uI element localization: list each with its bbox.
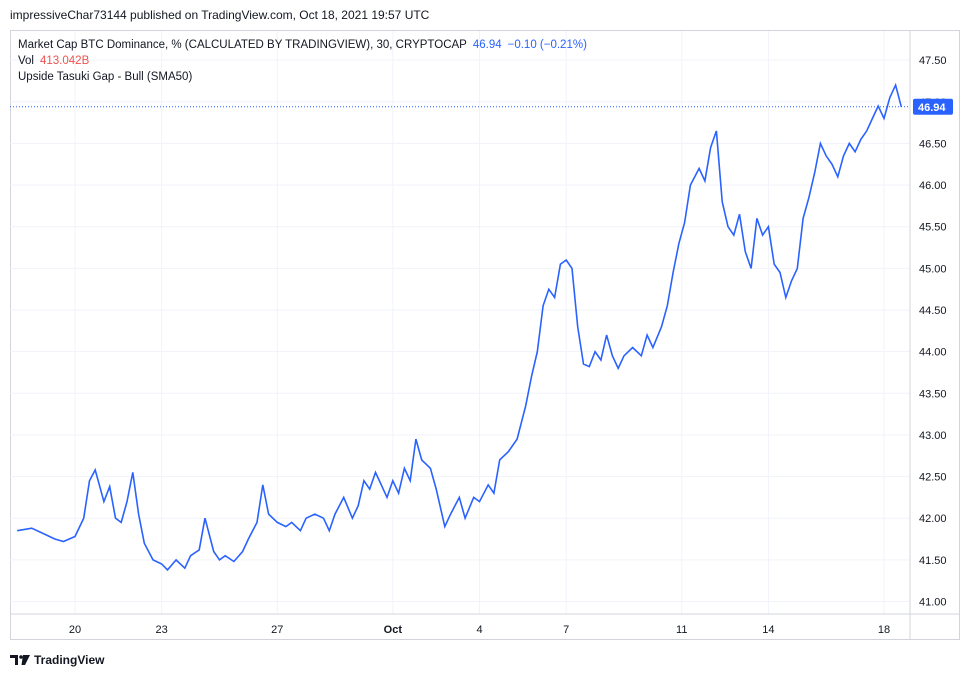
legend-indicator-row[interactable]: Upside Tasuki Gap - Bull (SMA50) [18, 69, 587, 85]
y-tick-label: 41.50 [919, 555, 947, 567]
brand-label: TradingView [34, 653, 105, 667]
x-tick-label: Oct [384, 624, 403, 636]
x-tick-label: 11 [676, 624, 687, 636]
footer[interactable]: TradingView [10, 650, 104, 670]
price-line [17, 82, 903, 572]
y-tick-label: 44.00 [919, 347, 947, 359]
y-tick-label: 44.50 [919, 305, 947, 317]
y-axis: 41.00 41.50 42.00 42.50 43.00 43.50 44.00 44.50… [909, 31, 947, 640]
y-tick-label: 47.50 [919, 55, 947, 67]
y-tick-label: 43.00 [919, 430, 947, 442]
vol-value: 413.042B [40, 55, 90, 67]
legend-symbol-row[interactable]: Market Cap BTC Dominance, % (CALCULATED … [18, 37, 587, 53]
y-tick-label: 46.50 [919, 138, 947, 150]
publish-info: impressiveChar73144 published on Trading… [10, 8, 430, 22]
x-tick-label: 18 [878, 624, 890, 636]
y-tick-label: 46.00 [919, 180, 947, 192]
x-tick-label: 14 [762, 624, 774, 636]
symbol-title: Market Cap BTC Dominance, % (CALCULATED … [18, 39, 467, 51]
legend: Market Cap BTC Dominance, % (CALCULATED … [18, 37, 587, 85]
y-tick-label: 45.50 [919, 222, 947, 234]
y-tick-label: 42.00 [919, 513, 947, 525]
x-tick-label: 27 [271, 624, 283, 636]
x-tick-label: 23 [156, 624, 168, 636]
y-tick-label: 41.00 [919, 597, 947, 609]
grid [10, 31, 910, 614]
vol-label: Vol [18, 55, 34, 67]
y-tick-label: 43.50 [919, 388, 947, 400]
x-tick-label: 4 [476, 624, 482, 636]
last-value: 46.94 [472, 39, 502, 51]
x-axis: 20 23 27 Oct 4 7 11 14 18 [10, 613, 960, 636]
tradingview-logo-icon [10, 655, 30, 665]
last-price-label: 46.94 [913, 98, 953, 115]
chart-frame [10, 30, 960, 640]
last-price-text: 46.94 [918, 102, 946, 114]
legend-vol-row[interactable]: Vol 413.042B [18, 53, 587, 69]
y-tick-label: 42.50 [919, 472, 947, 484]
indicator-label: Upside Tasuki Gap - Bull (SMA50) [18, 71, 193, 83]
y-tick-label: 45.00 [919, 263, 947, 275]
x-tick-label: 20 [69, 624, 81, 636]
x-tick-label: 7 [563, 624, 569, 636]
change-value: −0.10 (−0.21%) [507, 39, 587, 51]
